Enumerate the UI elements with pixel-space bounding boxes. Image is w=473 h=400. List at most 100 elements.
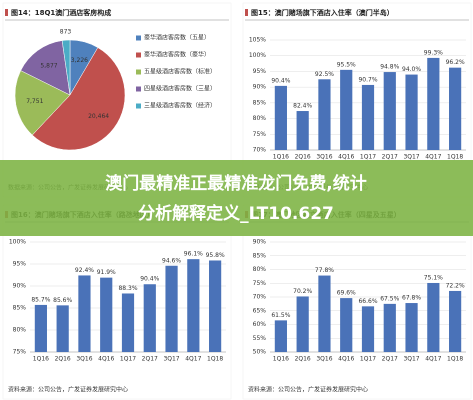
bar [274, 85, 287, 150]
x-tick-label: 4Q17 [425, 154, 441, 161]
x-tick-label: 1Q17 [120, 356, 136, 363]
value-label: 66.6% [358, 298, 377, 305]
value-label: 85.6% [53, 297, 72, 304]
bar [121, 293, 135, 352]
y-tick-label: 55% [253, 335, 267, 342]
banner-band [0, 160, 473, 236]
value-label: 96.1% [184, 251, 203, 258]
x-tick-label: 2Q16 [55, 356, 71, 363]
bar [143, 284, 156, 352]
value-label: 92.5% [315, 71, 334, 78]
slice-label: 3,226 [71, 57, 88, 64]
legend-label: 五星级酒店客房数（标准） [144, 68, 216, 76]
x-tick-label: 1Q17 [360, 154, 376, 161]
x-tick-label: 1Q17 [360, 356, 376, 363]
x-tick-label: 2Q17 [382, 154, 398, 161]
bar [318, 79, 331, 150]
y-tick-label: 90% [13, 283, 27, 290]
bar [361, 306, 375, 352]
bar [318, 275, 331, 352]
pie-slice [61, 39, 71, 96]
bar [383, 72, 396, 150]
value-label: 90.4% [271, 77, 290, 84]
source-note: 资料来源：公司公告，广发证券发展研究中心 [8, 386, 128, 394]
bar [405, 303, 418, 352]
x-tick-label: 3Q17 [403, 154, 419, 161]
y-tick-label: 95% [13, 261, 27, 268]
value-label: 72.2% [446, 282, 465, 289]
legend-swatch [136, 52, 141, 58]
y-tick-label: 105% [249, 37, 266, 44]
title-icon [245, 9, 248, 16]
x-tick-label: 1Q18 [447, 154, 463, 161]
value-label: 94.6% [162, 257, 181, 264]
x-tick-label: 3Q16 [76, 356, 92, 363]
bar [187, 259, 200, 352]
chart-title: 图15：澳门赌场旗下酒店入住率（澳门半岛） [251, 8, 394, 17]
bar [296, 111, 309, 150]
x-tick-label: 4Q17 [185, 356, 201, 363]
x-tick-label: 1Q18 [447, 356, 463, 363]
value-label: 99.3% [424, 49, 443, 56]
bar [56, 305, 69, 352]
value-label: 82.4% [293, 103, 312, 110]
x-tick-label: 2Q17 [142, 356, 158, 363]
legend-label: 三星级酒店客房数（经济） [144, 102, 216, 110]
y-tick-label: 85% [253, 252, 267, 259]
pie-slice [20, 40, 71, 96]
bar [449, 67, 462, 150]
x-tick-label: 3Q16 [316, 356, 332, 363]
x-tick-label: 1Q18 [207, 356, 223, 363]
y-tick-label: 85% [13, 305, 27, 312]
chart-title: 图14：18Q1澳门酒店客房构成 [11, 8, 111, 17]
bar [78, 275, 91, 352]
bar [34, 304, 47, 352]
value-label: 61.5% [271, 312, 290, 319]
y-tick-label: 50% [253, 349, 267, 356]
bar [165, 265, 178, 352]
y-tick-label: 85% [253, 99, 267, 106]
x-tick-label: 2Q16 [295, 356, 311, 363]
x-tick-label: 1Q16 [273, 154, 289, 161]
legend-label: 四星级酒店客房数（三星） [144, 85, 216, 93]
y-tick-label: 70% [253, 147, 267, 154]
value-label: 92.4% [75, 267, 94, 274]
value-label: 88.3% [118, 285, 137, 292]
bar [405, 74, 418, 150]
x-tick-label: 1Q16 [273, 356, 289, 363]
y-tick-label: 70% [253, 294, 267, 301]
pie-slice [31, 47, 126, 151]
bar [383, 303, 396, 352]
banner-text: 分析解释定义_LT10.627 [138, 203, 334, 224]
y-tick-label: 75% [253, 131, 267, 138]
value-label: 95.5% [337, 61, 356, 68]
bar [340, 69, 353, 150]
x-tick-label: 3Q16 [316, 154, 332, 161]
x-tick-label: 4Q17 [425, 356, 441, 363]
y-tick-label: 75% [253, 280, 267, 287]
value-label: 70.2% [293, 288, 312, 295]
legend-swatch [136, 35, 141, 41]
value-label: 91.9% [97, 269, 116, 276]
slice-label: 873 [60, 29, 72, 36]
value-label: 96.2% [446, 59, 465, 66]
y-tick-label: 90% [253, 239, 267, 246]
legend-swatch [136, 86, 141, 92]
y-tick-label: 80% [253, 266, 267, 273]
bar [296, 296, 309, 352]
value-label: 69.6% [337, 290, 356, 297]
x-tick-label: 3Q17 [403, 356, 419, 363]
legend-label: 豪华酒店客房数（五星） [144, 34, 210, 42]
x-tick-label: 2Q17 [382, 356, 398, 363]
bar [361, 84, 375, 150]
y-tick-label: 90% [253, 84, 267, 91]
value-label: 77.8% [315, 267, 334, 274]
value-label: 94.0% [402, 66, 421, 73]
bar [427, 282, 440, 352]
bar [209, 260, 222, 352]
x-tick-label: 2Q16 [295, 154, 311, 161]
x-tick-label: 4Q16 [338, 154, 354, 161]
bar [100, 277, 113, 352]
bar [427, 57, 440, 150]
value-label: 85.7% [31, 296, 50, 303]
